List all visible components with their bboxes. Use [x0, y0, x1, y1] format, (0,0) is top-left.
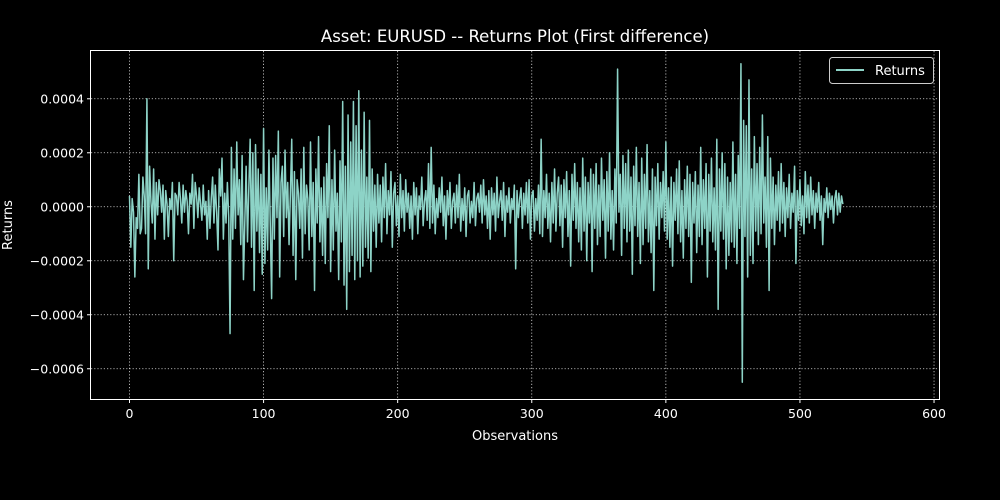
returns-series-line: [128, 62, 844, 384]
y-axis: 0.0004 0.0002 0.0000 −0.0002 −0.0004 −0.0006: [30, 91, 91, 376]
plot-frame: [90, 50, 940, 400]
y-tick-label: 0.0004: [40, 91, 84, 106]
x-axis: 0 100 200 300 400 500 600: [126, 399, 946, 421]
x-tick-label: 300: [520, 406, 544, 421]
chart-title: Asset: EURUSD -- Returns Plot (First dif…: [321, 27, 709, 46]
y-tick-label: −0.0004: [30, 307, 84, 322]
y-tick-label: −0.0006: [30, 361, 84, 376]
legend: Returns: [829, 57, 934, 84]
x-tick-label: 500: [788, 406, 812, 421]
y-tick-label: 0.0000: [40, 199, 84, 214]
legend-box: [829, 57, 934, 84]
y-axis-label: Returns: [1, 200, 16, 250]
y-tick-label: −0.0002: [30, 253, 84, 268]
x-tick-label: 200: [386, 406, 410, 421]
x-tick-label: 100: [252, 406, 276, 421]
x-tick-label: 400: [654, 406, 678, 421]
y-tick-label: 0.0002: [40, 145, 84, 160]
legend-label-returns: Returns: [875, 64, 925, 79]
x-axis-label: Observations: [472, 429, 558, 444]
x-tick-label: 0: [126, 406, 134, 421]
x-tick-label: 600: [922, 406, 946, 421]
